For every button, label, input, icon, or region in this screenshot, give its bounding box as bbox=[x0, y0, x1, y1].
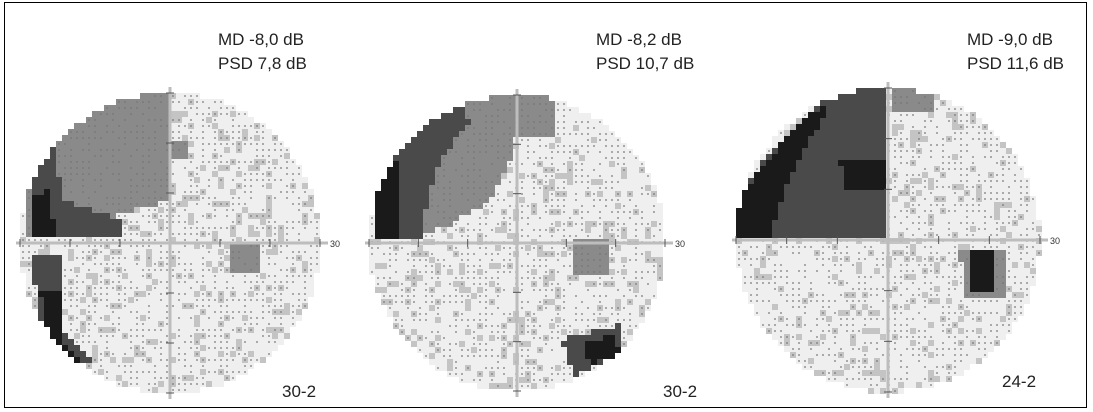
figure-frame bbox=[4, 2, 1087, 408]
md-value-3: MD -9,0 dB bbox=[967, 30, 1053, 49]
visual-field-panel-3: 30 MD -9,0 dB PSD 11,6 dB 24-2 bbox=[720, 0, 1090, 412]
axis-end-label-3: 30 bbox=[1050, 236, 1060, 246]
md-value-2: MD -8,2 dB bbox=[596, 30, 682, 49]
axis-end-label-2: 30 bbox=[675, 239, 685, 249]
program-label-2: 30-2 bbox=[663, 382, 698, 401]
field-cells-1 bbox=[20, 93, 320, 393]
grayscale-field-map-3: 30 bbox=[732, 82, 1060, 398]
psd-value-1: PSD 7,8 dB bbox=[218, 54, 307, 73]
program-label-3: 24-2 bbox=[1002, 372, 1037, 391]
grayscale-field-map-2: 30 bbox=[365, 89, 685, 397]
axis-end-label-1: 30 bbox=[330, 239, 340, 249]
program-label-1: 30-2 bbox=[282, 382, 317, 401]
md-value-1: MD -8,0 dB bbox=[218, 30, 304, 49]
visual-field-panel-1: 30 MD -8,0 dB PSD 7,8 dB 30-2 bbox=[0, 0, 360, 412]
grayscale-field-map-1: 30 bbox=[16, 87, 340, 399]
psd-value-3: PSD 11,6 dB bbox=[967, 54, 1065, 73]
visual-field-panel-2: 30 MD -8,2 dB PSD 10,7 dB 30-2 bbox=[360, 0, 720, 412]
field-cells-2 bbox=[369, 95, 663, 389]
psd-value-2: PSD 10,7 dB bbox=[596, 54, 695, 73]
